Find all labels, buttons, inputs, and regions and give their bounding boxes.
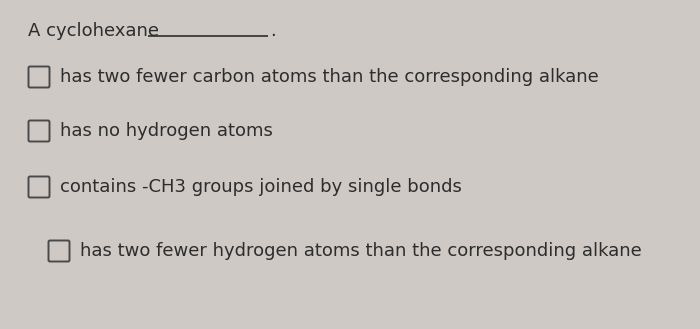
Text: contains -CH3 groups joined by single bonds: contains -CH3 groups joined by single bo…: [60, 178, 462, 196]
Text: has two fewer hydrogen atoms than the corresponding alkane: has two fewer hydrogen atoms than the co…: [80, 242, 642, 260]
Text: has no hydrogen atoms: has no hydrogen atoms: [60, 122, 273, 140]
Text: .: .: [270, 22, 276, 40]
Text: A cyclohexane: A cyclohexane: [28, 22, 159, 40]
Text: has two fewer carbon atoms than the corresponding alkane: has two fewer carbon atoms than the corr…: [60, 68, 599, 86]
